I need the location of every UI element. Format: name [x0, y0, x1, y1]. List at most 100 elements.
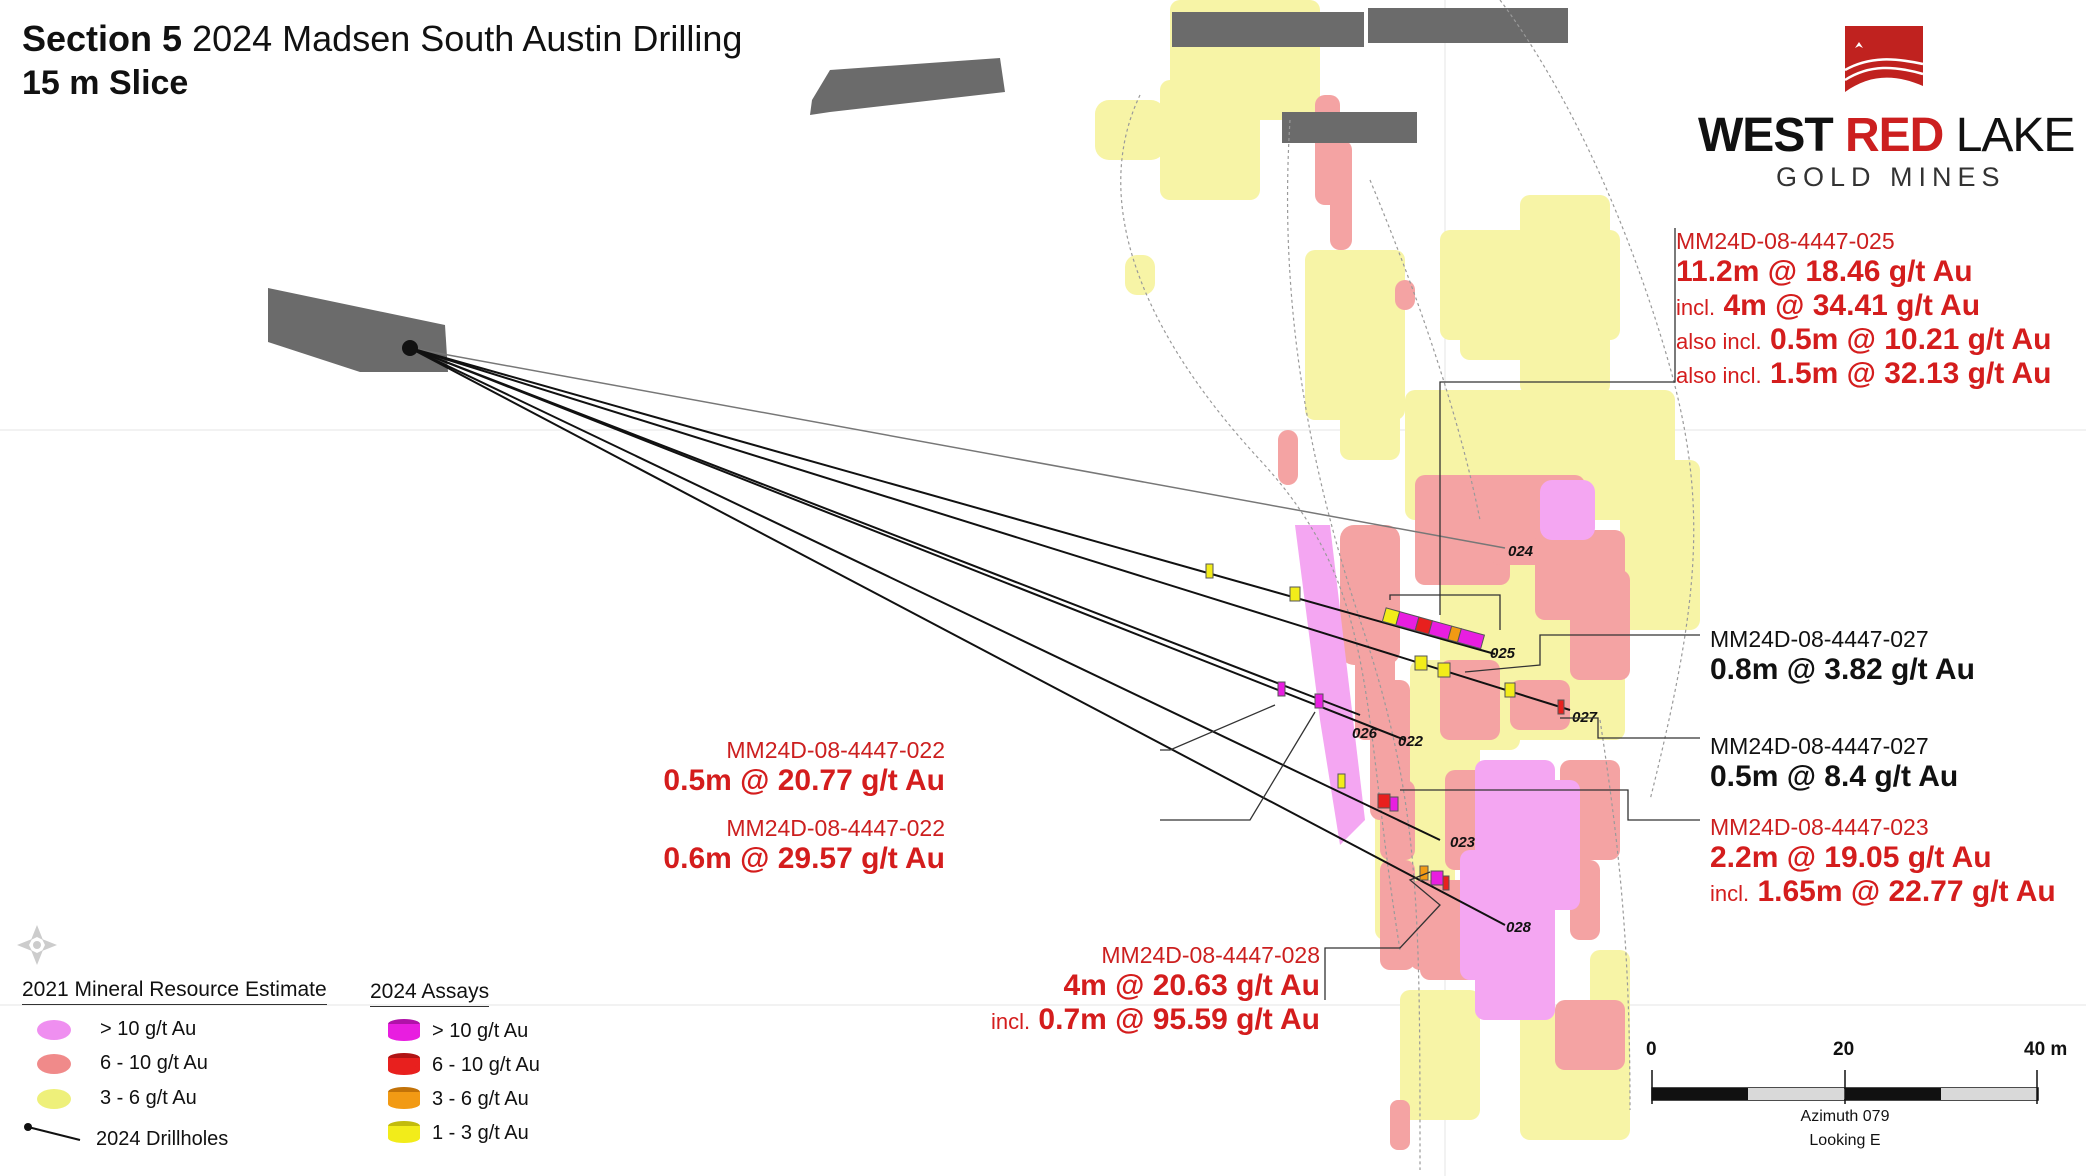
assay-1-3	[1205, 563, 1214, 579]
callout-result: 0.8m @ 3.82 g/t Au	[1710, 653, 1975, 686]
hole-tag-028: 028	[1506, 919, 1532, 936]
callout-hole-id: MM24D-08-4447-023	[1710, 814, 1929, 840]
callout-result: 0.6m @ 29.57 g/t Au	[663, 842, 945, 875]
assay-1-3	[1337, 773, 1346, 789]
callout-027-b: MM24D-08-4447-027 0.5m @ 8.4 g/t Au	[1710, 733, 1958, 794]
assay-intervals	[1205, 563, 1565, 891]
legend-resource-item: 6 - 10 g/t Au	[100, 1052, 208, 1074]
legend-resource-item: 3 - 6 g/t Au	[100, 1087, 197, 1109]
assay-6-10	[1557, 699, 1565, 715]
incl-value: 1.65m @ 22.77 g/t Au	[1757, 875, 2056, 908]
callout-hole-id: MM24D-08-4447-028	[1101, 942, 1320, 968]
logo-word-west: WEST	[1698, 109, 1834, 162]
legend-swatch-over-10	[37, 1020, 71, 1040]
incl-prefix: incl.	[1676, 295, 1716, 320]
hole-tag-022: 022	[1398, 733, 1424, 750]
drillhole-022	[409, 347, 1406, 741]
callout-022-a: MM24D-08-4447-022 0.5m @ 20.77 g/t Au	[640, 737, 945, 798]
assay-1-3	[1289, 586, 1301, 602]
callout-result-incl: incl. 1.65m @ 22.77 g/t Au	[1710, 875, 2056, 909]
compass-rose-icon	[17, 925, 57, 965]
also-incl-prefix: also incl.	[1676, 363, 1762, 388]
page-title: Section 5 2024 Madsen South Austin Drill…	[22, 18, 742, 60]
legend-drillholes-item: 2024 Drillholes	[96, 1128, 229, 1150]
assay-6-10	[1442, 875, 1450, 891]
also-incl-value: 0.5m @ 10.21 g/t Au	[1769, 323, 2052, 356]
incl-value: 4m @ 34.41 g/t Au	[1723, 289, 1981, 322]
logo-graphic	[1844, 26, 1924, 102]
callout-028: MM24D-08-4447-028 4m @ 20.63 g/t Au incl…	[960, 942, 1320, 1037]
legend-swatch-3-6	[37, 1089, 71, 1109]
drillhole-027	[409, 347, 1571, 711]
legend-assay-item: 3 - 6 g/t Au	[432, 1088, 529, 1110]
assay-6-10	[1377, 793, 1391, 809]
assay-1-3	[1504, 682, 1516, 698]
scale-tick-20: 20	[1833, 1039, 1855, 1060]
legend-drillhole-line	[27, 1126, 81, 1141]
callout-result-also-incl: also incl. 0.5m @ 10.21 g/t Au	[1676, 323, 2052, 357]
legend-assay-6-10	[388, 1053, 420, 1075]
assay-over-10	[1430, 870, 1444, 886]
callout-022-b: MM24D-08-4447-022 0.6m @ 29.57 g/t Au	[640, 815, 945, 876]
title-subtitle: 2024 Madsen South Austin Drilling	[192, 18, 743, 59]
scale-tick-40: 40 m	[2024, 1039, 2068, 1060]
legend-assays-heading: 2024 Assays	[370, 980, 490, 1007]
assay-interval-025	[1381, 607, 1486, 650]
assay-over-10	[1314, 693, 1324, 709]
callout-result: 4m @ 20.63 g/t Au	[1063, 969, 1320, 1002]
callout-result: 2.2m @ 19.05 g/t Au	[1710, 841, 1992, 874]
callout-result: 11.2m @ 18.46 g/t Au	[1676, 255, 1973, 288]
drillhole-023	[409, 347, 1441, 841]
legend-assay-3-6	[388, 1087, 420, 1109]
callout-result-also-incl-2: also incl. 1.5m @ 32.13 g/t Au	[1676, 357, 2052, 391]
scale-bar	[1651, 1070, 2039, 1104]
also-incl-prefix: also incl.	[1676, 329, 1762, 354]
incl-value: 0.7m @ 95.59 g/t Au	[1038, 1003, 1320, 1036]
callout-hole-id: MM24D-08-4447-022	[726, 737, 945, 763]
drillhole-026	[409, 347, 1361, 716]
callout-hole-id: MM24D-08-4447-027	[1710, 626, 1929, 652]
drillhole-024	[409, 347, 1506, 549]
legend-assay-item: 1 - 3 g/t Au	[432, 1122, 529, 1144]
azimuth-label: Azimuth 079	[1800, 1108, 1890, 1125]
legend-symbols	[24, 1019, 420, 1143]
assay-1-3	[1414, 655, 1428, 671]
legend-assay-1-3	[388, 1121, 420, 1143]
callout-hole-id: MM24D-08-4447-025	[1676, 228, 1895, 254]
callout-hole-id: MM24D-08-4447-022	[726, 815, 945, 841]
drillhole-028	[409, 347, 1506, 926]
assay-over-10	[1277, 681, 1286, 697]
callout-leaders	[1160, 228, 1700, 1000]
slice-label: 15 m Slice	[22, 64, 189, 102]
section-label: Section 5	[22, 18, 183, 59]
legend-resource-heading: 2021 Mineral Resource Estimate	[22, 978, 327, 1005]
hole-tag-026: 026	[1352, 725, 1378, 742]
also-incl-value: 1.5m @ 32.13 g/t Au	[1769, 357, 2052, 390]
legend-swatch-6-10	[37, 1054, 71, 1074]
drill-collar	[402, 340, 418, 356]
logo-wordmark: WEST RED LAKE	[1698, 108, 2076, 163]
hole-tag-025: 025	[1490, 645, 1516, 662]
callout-023: MM24D-08-4447-023 2.2m @ 19.05 g/t Au in…	[1710, 814, 2056, 909]
callout-025: MM24D-08-4447-025 11.2m @ 18.46 g/t Au i…	[1676, 228, 2052, 391]
legend-resource-item: > 10 g/t Au	[100, 1018, 197, 1040]
assay-1-3	[1437, 662, 1451, 678]
drillhole-traces	[409, 347, 1571, 926]
logo-word-lake: LAKE	[1955, 109, 2076, 162]
legend-assay-over-10	[388, 1019, 420, 1041]
hole-tag-023: 023	[1450, 834, 1476, 851]
callout-result-incl: incl. 4m @ 34.41 g/t Au	[1676, 289, 2052, 323]
callout-result-incl: incl. 0.7m @ 95.59 g/t Au	[960, 1003, 1320, 1037]
assay-over-10	[1389, 796, 1399, 812]
resource-over-10-blocks	[1295, 480, 1595, 1020]
hole-tags: 024 025 027 022 026 023 028	[1352, 543, 1598, 936]
logo-word-red: RED	[1845, 109, 1944, 162]
callout-027-a: MM24D-08-4447-027 0.8m @ 3.82 g/t Au	[1710, 626, 1975, 687]
callout-result: 0.5m @ 20.77 g/t Au	[663, 764, 945, 797]
callout-result: 0.5m @ 8.4 g/t Au	[1710, 760, 1959, 793]
hole-tag-024: 024	[1508, 543, 1534, 560]
drillhole-025	[409, 347, 1496, 655]
incl-prefix: incl.	[1710, 881, 1750, 906]
